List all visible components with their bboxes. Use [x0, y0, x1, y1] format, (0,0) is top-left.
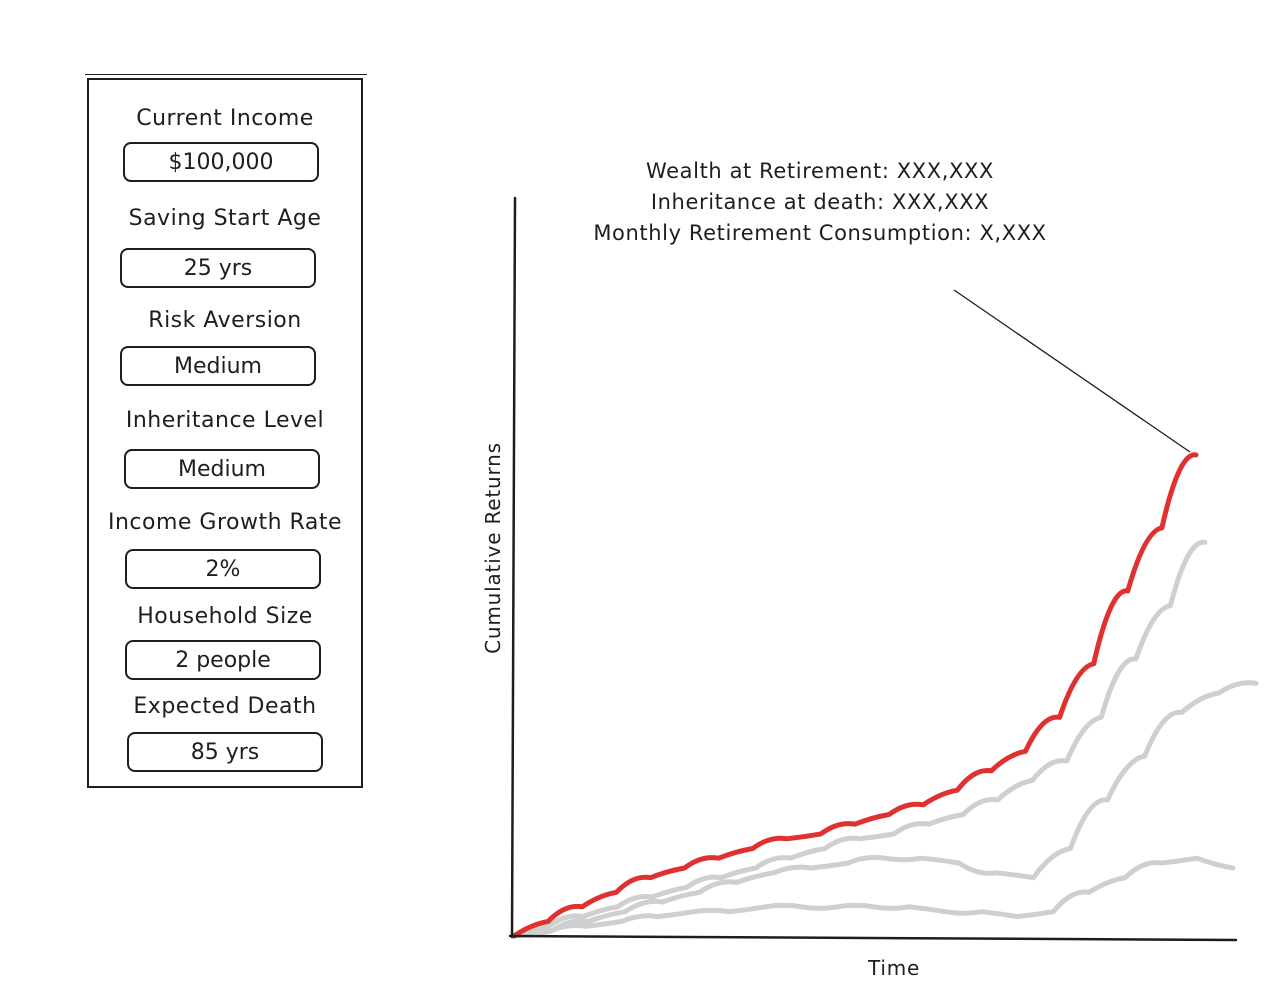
household-size-input[interactable]: 2 people — [125, 640, 321, 680]
series-layer — [511, 452, 1259, 939]
y-axis-label: Cumulative Returns — [481, 442, 505, 654]
inheritance-at-death-text: Inheritance at death: XXX,XXX — [650, 190, 990, 214]
comparison-series-line-1 — [511, 539, 1208, 939]
risk-aversion-label: Risk Aversion — [148, 308, 302, 333]
inheritance-level-input[interactable]: Medium — [124, 449, 320, 489]
expected-death-input[interactable]: 85 yrs — [127, 732, 323, 772]
monthly-consumption-text: Monthly Retirement Consumption: X,XXX — [593, 221, 1047, 245]
income-growth-rate-input[interactable]: 2% — [125, 549, 321, 589]
expected-death-label: Expected Death — [133, 694, 317, 719]
input-panel: Current Income $100,000 Saving Start Age… — [85, 74, 367, 788]
income-growth-rate-label: Income Growth Rate — [107, 510, 343, 535]
wealth-at-retirement-text: Wealth at Retirement: XXX,XXX — [646, 159, 994, 183]
current-income-input[interactable]: $100,000 — [123, 142, 319, 182]
x-axis-label: Time — [868, 956, 921, 980]
risk-aversion-input[interactable]: Medium — [120, 346, 316, 386]
annotation-leader-line — [953, 289, 1191, 453]
x-axis — [508, 934, 1238, 942]
saving-start-age-input[interactable]: 25 yrs — [120, 248, 316, 288]
current-income-label: Current Income — [136, 106, 314, 131]
comparison-series-line-2 — [511, 680, 1259, 939]
retirement-stats-annotation: Wealth at Retirement: XXX,XXX Inheritanc… — [570, 156, 1070, 249]
comparison-series-line-3 — [511, 855, 1236, 939]
saving-start-age-label: Saving Start Age — [128, 206, 322, 231]
household-size-label: Household Size — [137, 604, 313, 629]
highlight-series-line — [511, 452, 1199, 939]
y-axis — [510, 196, 517, 939]
inheritance-level-label: Inheritance Level — [125, 408, 325, 433]
